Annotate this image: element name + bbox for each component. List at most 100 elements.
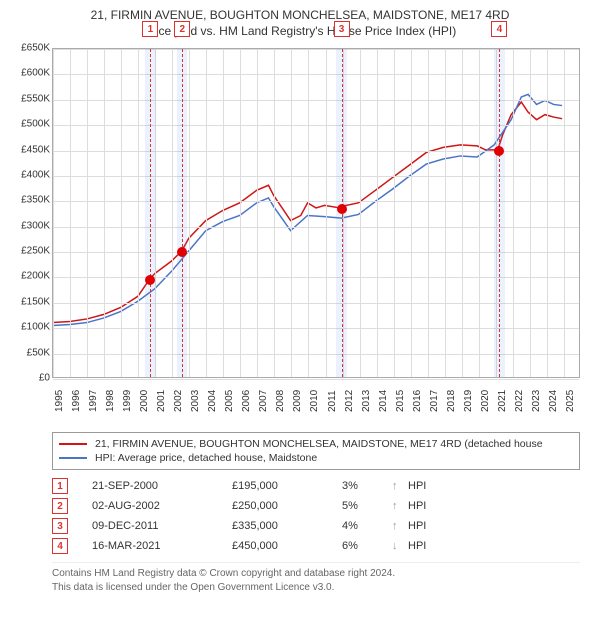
x-gridline: [121, 49, 122, 377]
y-axis-label: £650K: [8, 43, 50, 54]
marker-line: [182, 49, 183, 377]
y-axis-label: £150K: [8, 296, 50, 307]
x-axis-label: 1997: [88, 390, 100, 412]
x-axis-label: 2009: [292, 390, 304, 412]
marker-dot: [337, 204, 347, 214]
x-axis-label: 2003: [190, 390, 202, 412]
sale-tag: 3: [52, 518, 68, 534]
sale-hpi-label: HPI: [408, 520, 438, 532]
x-axis-label: 2012: [344, 390, 356, 412]
marker-tag: 4: [491, 21, 507, 37]
x-gridline: [206, 49, 207, 377]
x-axis-label: 2008: [275, 390, 287, 412]
x-gridline: [274, 49, 275, 377]
x-axis-label: 2010: [309, 390, 321, 412]
x-gridline: [530, 49, 531, 377]
x-gridline: [326, 49, 327, 377]
x-axis-label: 2016: [412, 390, 424, 412]
marker-dot: [494, 146, 504, 156]
sale-price: £450,000: [232, 540, 342, 552]
sale-row: 121-SEP-2000£195,0003%↑HPI: [52, 476, 580, 496]
x-gridline: [138, 49, 139, 377]
y-axis-label: £600K: [8, 68, 50, 79]
chart-container: 21, FIRMIN AVENUE, BOUGHTON MONCHELSEA, …: [0, 0, 600, 598]
x-axis-label: 2006: [241, 390, 253, 412]
sale-tag: 2: [52, 498, 68, 514]
x-gridline: [394, 49, 395, 377]
sale-row: 416-MAR-2021£450,0006%↓HPI: [52, 536, 580, 556]
x-axis-label: 2000: [139, 390, 151, 412]
x-gridline: [291, 49, 292, 377]
y-axis-label: £550K: [8, 93, 50, 104]
sale-tag: 1: [52, 478, 68, 494]
marker-dot: [145, 275, 155, 285]
marker-line: [499, 49, 500, 377]
x-gridline: [104, 49, 105, 377]
y-axis-label: £300K: [8, 220, 50, 231]
x-gridline: [87, 49, 88, 377]
x-gridline: [189, 49, 190, 377]
x-gridline: [462, 49, 463, 377]
legend-label: HPI: Average price, detached house, Maid…: [95, 452, 317, 464]
x-axis-label: 2004: [207, 390, 219, 412]
y-axis-label: £350K: [8, 195, 50, 206]
sale-price: £250,000: [232, 500, 342, 512]
x-gridline: [70, 49, 71, 377]
x-axis-label: 2023: [531, 390, 543, 412]
x-axis-label: 2001: [156, 390, 168, 412]
sale-date: 16-MAR-2021: [92, 540, 232, 552]
marker-line: [150, 49, 151, 377]
y-axis-label: £250K: [8, 246, 50, 257]
y-axis-label: £500K: [8, 119, 50, 130]
sale-diff: 4%: [342, 520, 392, 532]
x-gridline: [564, 49, 565, 377]
y-axis-label: £200K: [8, 271, 50, 282]
x-gridline: [513, 49, 514, 377]
sale-hpi-label: HPI: [408, 540, 438, 552]
marker-tag: 3: [334, 21, 350, 37]
x-axis-label: 1998: [105, 390, 117, 412]
x-gridline: [223, 49, 224, 377]
sale-date: 21-SEP-2000: [92, 480, 232, 492]
sales-table: 121-SEP-2000£195,0003%↑HPI202-AUG-2002£2…: [52, 476, 580, 556]
sale-price: £195,000: [232, 480, 342, 492]
x-axis-label: 2015: [395, 390, 407, 412]
x-gridline: [445, 49, 446, 377]
arrow-icon: ↑: [392, 500, 408, 512]
legend-swatch: [59, 457, 87, 459]
arrow-icon: ↑: [392, 520, 408, 532]
x-gridline: [428, 49, 429, 377]
footer-notice: Contains HM Land Registry data © Crown c…: [52, 562, 580, 594]
x-axis-label: 2022: [514, 390, 526, 412]
x-gridline: [377, 49, 378, 377]
y-axis-label: £450K: [8, 144, 50, 155]
x-axis-label: 2002: [173, 390, 185, 412]
y-axis-label: £400K: [8, 169, 50, 180]
x-axis-label: 2020: [480, 390, 492, 412]
sale-date: 09-DEC-2011: [92, 520, 232, 532]
x-axis-label: 2019: [463, 390, 475, 412]
plot-region: 1234: [52, 48, 580, 378]
x-gridline: [240, 49, 241, 377]
x-axis-label: 2025: [565, 390, 577, 412]
x-axis-label: 1996: [71, 390, 83, 412]
x-axis-label: 2014: [378, 390, 390, 412]
marker-tag: 2: [174, 21, 190, 37]
legend-item: 21, FIRMIN AVENUE, BOUGHTON MONCHELSEA, …: [59, 437, 573, 451]
y-gridline: [53, 379, 579, 380]
x-gridline: [411, 49, 412, 377]
legend-item: HPI: Average price, detached house, Maid…: [59, 451, 573, 465]
arrow-icon: ↓: [392, 540, 408, 552]
footer-line-2: This data is licensed under the Open Gov…: [52, 581, 580, 595]
x-gridline: [547, 49, 548, 377]
legend-box: 21, FIRMIN AVENUE, BOUGHTON MONCHELSEA, …: [52, 432, 580, 470]
sale-diff: 3%: [342, 480, 392, 492]
arrow-icon: ↑: [392, 480, 408, 492]
x-axis-label: 2005: [224, 390, 236, 412]
chart-area: 1234 £0£50K£100K£150K£200K£250K£300K£350…: [8, 44, 592, 424]
x-axis-label: 2013: [361, 390, 373, 412]
sale-row: 202-AUG-2002£250,0005%↑HPI: [52, 496, 580, 516]
x-axis-label: 2018: [446, 390, 458, 412]
x-axis-label: 2024: [548, 390, 560, 412]
x-gridline: [479, 49, 480, 377]
